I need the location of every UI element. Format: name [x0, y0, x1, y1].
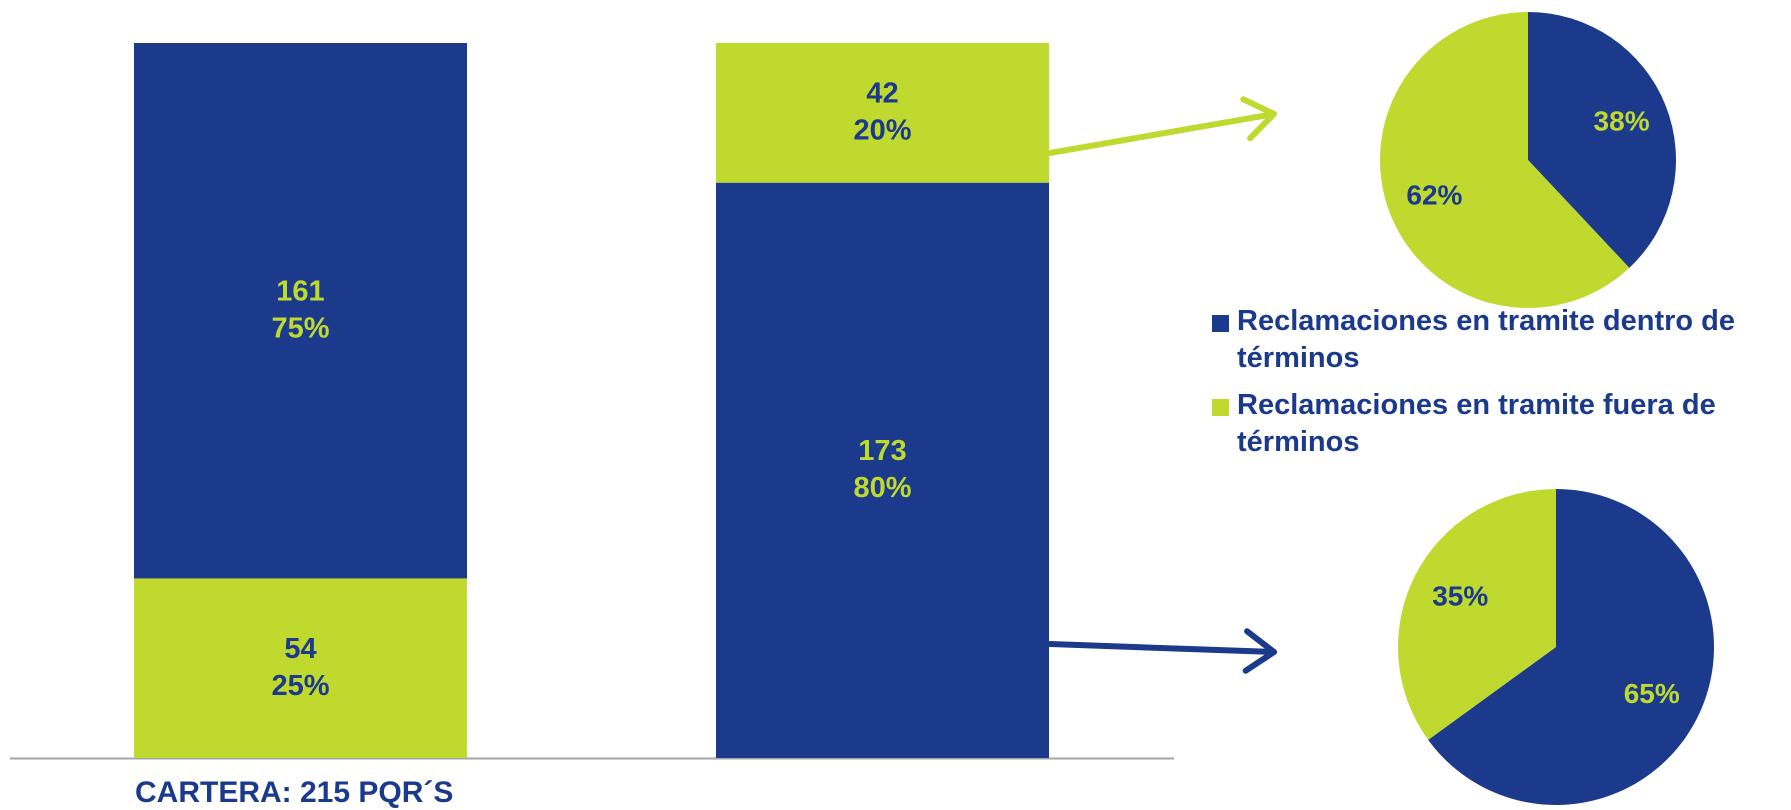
bar-2-blue-value-label: 173	[858, 435, 906, 467]
top-pie-slice-2	[1380, 11, 1630, 308]
bar-1-green-segment	[134, 578, 467, 758]
bar-2-green-segment	[716, 43, 1049, 183]
bar-1-blue-value-label: 161	[276, 275, 324, 307]
bottom-pie-slice-1	[1428, 489, 1714, 805]
bottom-pie-slice-2	[1398, 489, 1556, 740]
legend-label-dentro: Reclamaciones en tramite dentro de térmi…	[1237, 305, 1735, 374]
top-pie-slice-1	[1528, 12, 1677, 268]
arrow-to-bottom-pie-shaft	[1047, 641, 1277, 655]
bottom-pie-slice-1-label: 65%	[1624, 678, 1680, 709]
bar-1-green-percent-label: 25%	[271, 670, 329, 702]
bar-2-green-percent-label: 20%	[853, 114, 911, 146]
chart-caption: CARTERA: 215 PQR´S	[135, 776, 454, 809]
legend-item-fuera: Reclamaciones en tramite fuera de términ…	[1212, 387, 1791, 461]
bar-1-blue-segment	[134, 43, 467, 579]
legend-swatch-fuera	[1212, 399, 1229, 416]
legend-swatch-dentro	[1212, 315, 1229, 332]
pie-legend: Reclamaciones en tramite dentro de térmi…	[1212, 303, 1791, 471]
legend-label-fuera: Reclamaciones en tramite fuera de términ…	[1237, 389, 1716, 458]
bar-2-blue-percent-label: 80%	[853, 472, 911, 504]
bar-2-green-value-label: 42	[866, 77, 898, 109]
bottom-pie-slice-2-label: 35%	[1432, 581, 1488, 612]
bar-2-blue-segment	[716, 182, 1049, 758]
bar-1-green-value-label: 54	[284, 633, 316, 665]
arrow-to-bottom-pie-head	[1242, 628, 1277, 674]
legend-item-dentro: Reclamaciones en tramite dentro de térmi…	[1212, 303, 1791, 377]
arrow-to-top-pie-shaft	[1047, 111, 1277, 156]
bar-1-blue-percent-label: 75%	[271, 312, 329, 344]
top-pie-slice-1-label: 38%	[1594, 105, 1650, 136]
arrow-to-top-pie-head	[1240, 96, 1277, 142]
top-pie-slice-2-label: 62%	[1406, 179, 1462, 210]
